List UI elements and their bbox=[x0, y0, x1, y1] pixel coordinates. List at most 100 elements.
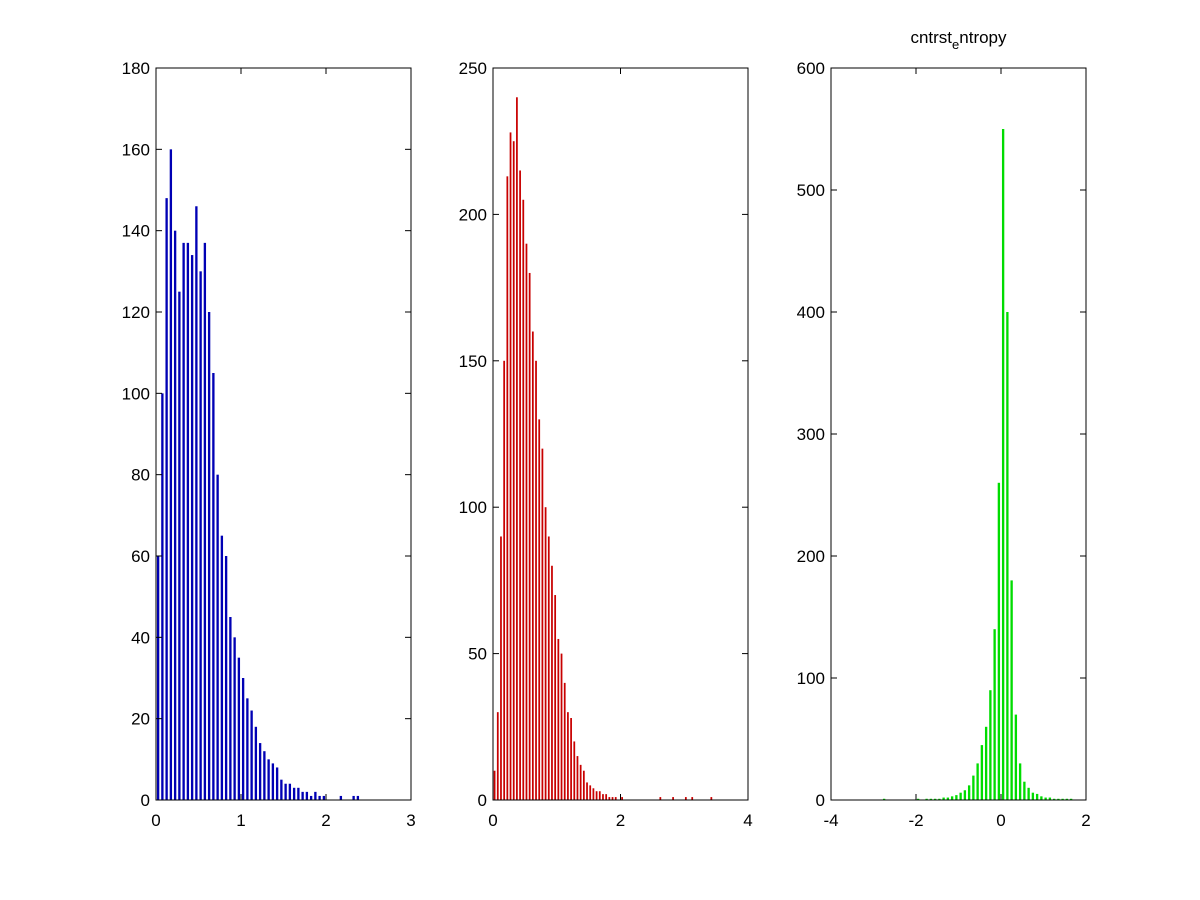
bar bbox=[1044, 797, 1047, 800]
bar bbox=[554, 595, 557, 800]
bar bbox=[190, 255, 194, 801]
bar bbox=[178, 291, 181, 800]
background bbox=[156, 68, 411, 800]
bar bbox=[976, 763, 979, 800]
bar bbox=[544, 507, 547, 800]
bar bbox=[611, 797, 614, 800]
bar bbox=[541, 448, 544, 800]
bar bbox=[305, 791, 309, 800]
bar bbox=[1052, 798, 1056, 800]
bar bbox=[592, 788, 595, 800]
bar bbox=[984, 726, 988, 800]
bar bbox=[525, 243, 528, 800]
bar bbox=[710, 797, 713, 800]
y-tick-label: 0 bbox=[816, 791, 825, 810]
bar bbox=[595, 791, 598, 800]
x-tick-label: 3 bbox=[406, 811, 415, 830]
bar bbox=[538, 419, 541, 800]
bar bbox=[882, 798, 886, 800]
bar bbox=[254, 726, 258, 800]
bar bbox=[522, 199, 525, 800]
bar bbox=[516, 97, 518, 800]
bar bbox=[573, 741, 576, 800]
bar bbox=[579, 764, 582, 800]
bar bbox=[496, 712, 499, 800]
x-tick-label: -2 bbox=[908, 811, 923, 830]
bar bbox=[512, 141, 515, 800]
bar bbox=[1001, 129, 1005, 800]
bar bbox=[547, 536, 550, 800]
bar bbox=[250, 710, 253, 800]
bar bbox=[621, 797, 623, 800]
bar bbox=[1040, 796, 1043, 800]
y-tick-label: 600 bbox=[797, 59, 825, 78]
bar bbox=[352, 795, 355, 800]
y-tick-label: 0 bbox=[478, 791, 487, 810]
axes-box bbox=[155, 67, 412, 801]
bar bbox=[493, 770, 496, 800]
bar bbox=[567, 712, 569, 800]
bar bbox=[1057, 798, 1060, 800]
bar bbox=[950, 796, 954, 800]
bar bbox=[246, 698, 249, 800]
bar bbox=[301, 791, 304, 800]
bar bbox=[576, 756, 579, 800]
bar bbox=[535, 360, 537, 800]
background bbox=[493, 68, 748, 800]
bar bbox=[938, 798, 941, 800]
bar bbox=[195, 206, 198, 800]
bar bbox=[165, 198, 168, 801]
bar bbox=[224, 556, 228, 800]
y-tick-label: 400 bbox=[797, 303, 825, 322]
bar bbox=[582, 770, 585, 800]
bar bbox=[989, 690, 992, 800]
bar bbox=[602, 794, 604, 800]
bar bbox=[608, 797, 611, 800]
bar bbox=[322, 795, 326, 800]
bar bbox=[1023, 781, 1026, 800]
bar bbox=[528, 272, 531, 801]
bar bbox=[1031, 792, 1035, 800]
bar bbox=[271, 763, 275, 800]
bar bbox=[959, 792, 962, 800]
bar bbox=[563, 682, 566, 800]
bar bbox=[570, 718, 572, 800]
y-tick-label: 200 bbox=[797, 547, 825, 566]
bar bbox=[237, 657, 241, 800]
y-tick-label: 50 bbox=[468, 645, 487, 664]
bar bbox=[500, 536, 502, 800]
bar bbox=[946, 797, 950, 800]
y-tick-label: 250 bbox=[459, 59, 487, 78]
bar bbox=[161, 393, 164, 800]
bar bbox=[509, 132, 512, 800]
bar bbox=[216, 474, 219, 800]
y-tick-label: 120 bbox=[122, 303, 150, 322]
bar bbox=[292, 787, 296, 800]
bar bbox=[258, 743, 262, 800]
bar bbox=[284, 783, 287, 800]
bar bbox=[598, 791, 601, 800]
x-tick-label: 0 bbox=[488, 811, 497, 830]
subplot: 0 50 100 150 200 250 0 2 4 bbox=[459, 59, 753, 830]
bar bbox=[229, 617, 232, 800]
bar bbox=[1061, 798, 1064, 800]
bar bbox=[933, 798, 937, 800]
y-tick-label: 200 bbox=[459, 205, 487, 224]
bar bbox=[1006, 312, 1009, 800]
x-tick-label: 4 bbox=[743, 811, 752, 830]
subplot: 0 100 200 300 400 500 600 -4 -2 0 2 cntrstentropy bbox=[797, 28, 1091, 830]
bar bbox=[605, 794, 608, 800]
bar bbox=[356, 795, 360, 800]
bar bbox=[182, 242, 185, 800]
bar bbox=[318, 795, 321, 800]
bar bbox=[589, 785, 592, 800]
x-tick-label: 2 bbox=[616, 811, 625, 830]
bar bbox=[220, 535, 224, 800]
y-tick-label: 180 bbox=[122, 59, 150, 78]
bar bbox=[557, 638, 560, 800]
x-tick-label: -4 bbox=[823, 811, 838, 830]
y-tick-label: 40 bbox=[131, 628, 150, 647]
bar bbox=[275, 767, 279, 800]
bar bbox=[297, 787, 300, 800]
bar bbox=[967, 785, 971, 800]
